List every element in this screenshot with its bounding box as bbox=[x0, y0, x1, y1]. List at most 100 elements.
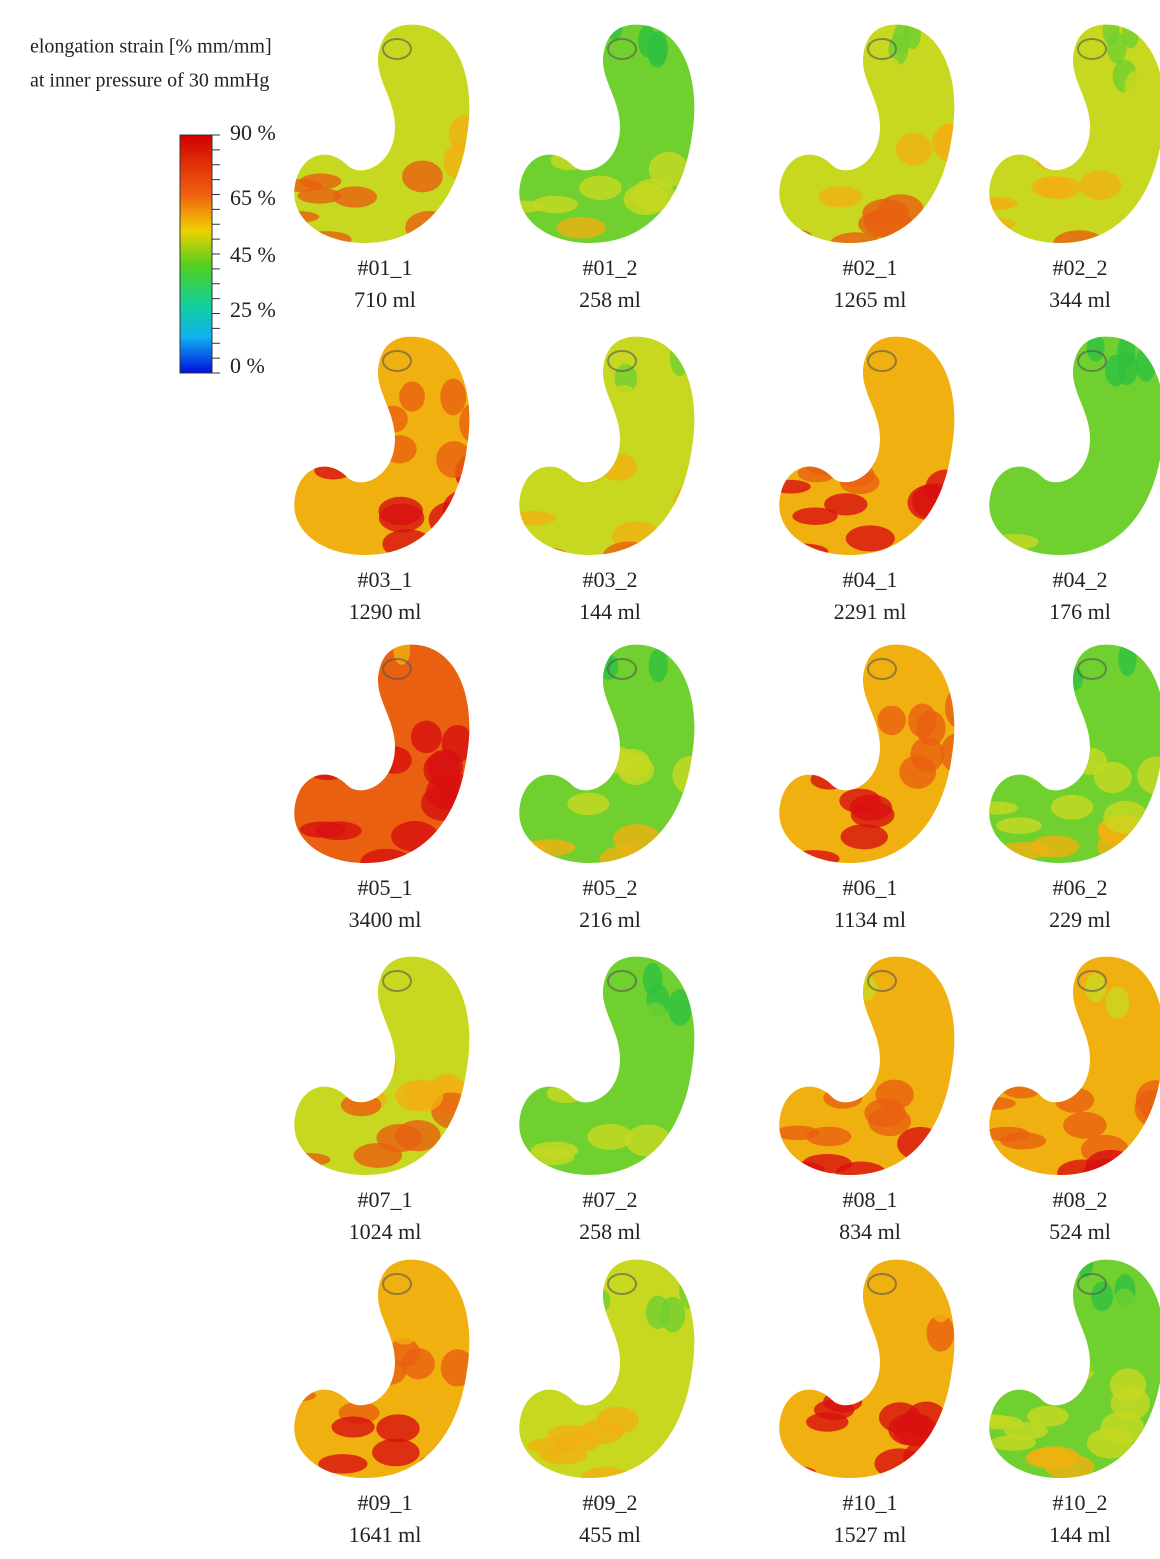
patch bbox=[294, 1389, 317, 1402]
patch bbox=[647, 34, 668, 68]
patch bbox=[887, 355, 909, 387]
specimen-id: #05_2 bbox=[583, 875, 638, 900]
patch bbox=[895, 132, 932, 166]
patch bbox=[546, 1084, 585, 1104]
patch bbox=[528, 116, 562, 133]
patch bbox=[1091, 1024, 1122, 1055]
patch bbox=[945, 688, 955, 728]
patch bbox=[810, 769, 849, 790]
patch bbox=[651, 687, 678, 722]
patch bbox=[673, 483, 695, 523]
specimen-id: #08_1 bbox=[843, 1187, 898, 1212]
patch bbox=[839, 448, 876, 473]
opening bbox=[382, 1273, 412, 1295]
patch bbox=[1149, 117, 1160, 157]
patch bbox=[423, 752, 460, 788]
patch bbox=[917, 1458, 955, 1478]
stomach-render bbox=[294, 1259, 470, 1478]
patch bbox=[567, 792, 610, 816]
patch bbox=[680, 717, 695, 757]
patch bbox=[898, 1259, 917, 1285]
patch bbox=[526, 839, 576, 857]
patch bbox=[1137, 756, 1160, 795]
patch bbox=[294, 1152, 331, 1167]
patch bbox=[1065, 134, 1102, 162]
patch bbox=[301, 122, 336, 138]
patch bbox=[336, 730, 368, 752]
stomach-render bbox=[989, 1259, 1160, 1478]
patch bbox=[599, 453, 637, 481]
patch bbox=[623, 183, 669, 216]
patch bbox=[519, 711, 543, 725]
patch bbox=[618, 66, 644, 97]
opening bbox=[607, 658, 637, 680]
patch bbox=[551, 453, 589, 474]
opening bbox=[867, 350, 897, 372]
specimen-id: #03_1 bbox=[358, 567, 413, 592]
specimen-volume: 1641 ml bbox=[349, 1522, 422, 1547]
patch bbox=[569, 444, 606, 467]
patch bbox=[682, 336, 695, 372]
patch bbox=[873, 1035, 905, 1064]
patch bbox=[346, 60, 371, 83]
stomach-render bbox=[294, 644, 470, 863]
patch bbox=[420, 785, 463, 821]
specimen-volume: 229 ml bbox=[1049, 907, 1111, 932]
patch bbox=[903, 24, 922, 50]
patch bbox=[779, 1125, 820, 1141]
patch bbox=[532, 195, 578, 214]
patch bbox=[550, 150, 589, 171]
patch bbox=[989, 1469, 1029, 1478]
patch bbox=[354, 336, 371, 353]
patch bbox=[382, 435, 417, 464]
patch bbox=[989, 702, 1009, 716]
patch bbox=[878, 57, 902, 87]
patch bbox=[839, 788, 881, 814]
patch bbox=[893, 1413, 938, 1447]
stomach-render bbox=[989, 336, 1160, 555]
specimen-volume: 1290 ml bbox=[349, 599, 422, 624]
patch bbox=[877, 705, 906, 736]
patch bbox=[355, 1366, 391, 1391]
patch bbox=[440, 378, 467, 416]
patch bbox=[862, 198, 910, 228]
specimen-id: #09_1 bbox=[358, 1490, 413, 1515]
stomach-render bbox=[779, 24, 955, 243]
patch bbox=[1118, 644, 1137, 676]
patch bbox=[318, 1454, 368, 1474]
patch bbox=[1045, 1259, 1063, 1277]
patch bbox=[788, 850, 840, 863]
colorbar-label: 45 % bbox=[230, 242, 276, 267]
patch bbox=[989, 534, 1039, 550]
patch bbox=[653, 109, 687, 146]
patch bbox=[681, 421, 695, 462]
patch bbox=[415, 1453, 466, 1478]
patch bbox=[933, 985, 955, 1023]
stomach-render bbox=[294, 336, 470, 555]
patch bbox=[840, 824, 888, 850]
patch bbox=[309, 762, 346, 780]
patch bbox=[533, 338, 552, 355]
patch bbox=[910, 737, 945, 773]
opening bbox=[607, 350, 637, 372]
patch bbox=[351, 371, 375, 395]
patch bbox=[989, 136, 1023, 152]
patch bbox=[927, 505, 955, 545]
patch bbox=[294, 91, 321, 106]
patch bbox=[829, 956, 848, 978]
patch bbox=[641, 1002, 668, 1036]
patch bbox=[294, 550, 326, 555]
patch bbox=[542, 1351, 576, 1370]
specimen-volume: 344 ml bbox=[1049, 287, 1111, 312]
patch bbox=[361, 1020, 390, 1046]
specimen-id: #01_2 bbox=[583, 255, 638, 280]
patch bbox=[1135, 345, 1157, 382]
stomach-render bbox=[779, 956, 955, 1175]
patch bbox=[936, 67, 955, 106]
patch bbox=[995, 435, 1030, 451]
patch bbox=[1122, 24, 1140, 49]
patch bbox=[382, 529, 433, 555]
opening bbox=[607, 38, 637, 60]
patch bbox=[993, 1359, 1027, 1375]
